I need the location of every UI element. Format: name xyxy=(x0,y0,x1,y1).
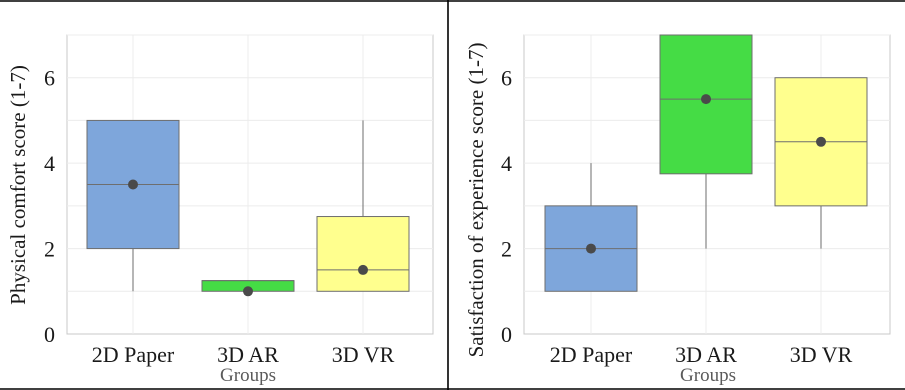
chart-panel-physical-comfort: 0 2 4 6 2D Paper 3D AR 3D VR Physical comfort… xyxy=(6,34,434,386)
boxplot-0 xyxy=(544,163,638,292)
mean-point xyxy=(586,243,596,254)
chart-panel-satisfaction: 0 2 4 6 2D Paper 3D AR 3D VR Satisfaction of … xyxy=(464,34,891,386)
x-tick-label: 2D Paper xyxy=(92,342,175,367)
y-tick-label: 6 xyxy=(501,66,512,91)
y-tick-label: 6 xyxy=(44,66,55,91)
mean-point xyxy=(701,94,711,105)
box-body xyxy=(316,216,410,292)
x-tick-labels: 2D Paper 3D AR 3D VR xyxy=(92,342,395,367)
x-axis-title: Groups xyxy=(220,365,276,386)
mean-point xyxy=(128,179,138,190)
x-tick-label: 3D AR xyxy=(217,342,279,367)
x-tick-labels: 2D Paper 3D AR 3D VR xyxy=(550,342,853,367)
x-tick-label: 3D AR xyxy=(675,342,737,367)
boxplots xyxy=(86,119,410,297)
y-tick-labels: 0 2 4 6 xyxy=(501,66,512,347)
y-tick-label: 4 xyxy=(44,151,55,176)
boxplot-2 xyxy=(774,77,868,249)
x-tick-label: 3D VR xyxy=(332,342,395,367)
y-tick-label: 4 xyxy=(501,151,512,176)
boxplot-1 xyxy=(659,34,753,249)
boxplot-2 xyxy=(316,120,410,292)
y-tick-labels: 0 2 4 6 xyxy=(44,66,55,347)
x-tick-label: 2D Paper xyxy=(550,342,633,367)
boxplot-0 xyxy=(86,119,180,292)
x-tick-label: 3D VR xyxy=(790,342,853,367)
y-tick-label: 0 xyxy=(501,322,512,347)
y-axis-title: Physical comfort score (1-7) xyxy=(6,65,30,305)
y-tick-label: 2 xyxy=(44,237,55,262)
boxplot-1 xyxy=(201,280,295,297)
mean-point xyxy=(243,286,253,297)
y-tick-label: 0 xyxy=(44,322,55,347)
x-axis-title: Groups xyxy=(680,365,736,386)
box-body xyxy=(659,34,753,175)
mean-point xyxy=(358,264,368,275)
y-tick-label: 2 xyxy=(501,237,512,262)
mean-point xyxy=(816,136,826,147)
y-axis-title: Satisfaction of experience score (1-7) xyxy=(464,43,488,358)
boxplots xyxy=(544,34,868,292)
